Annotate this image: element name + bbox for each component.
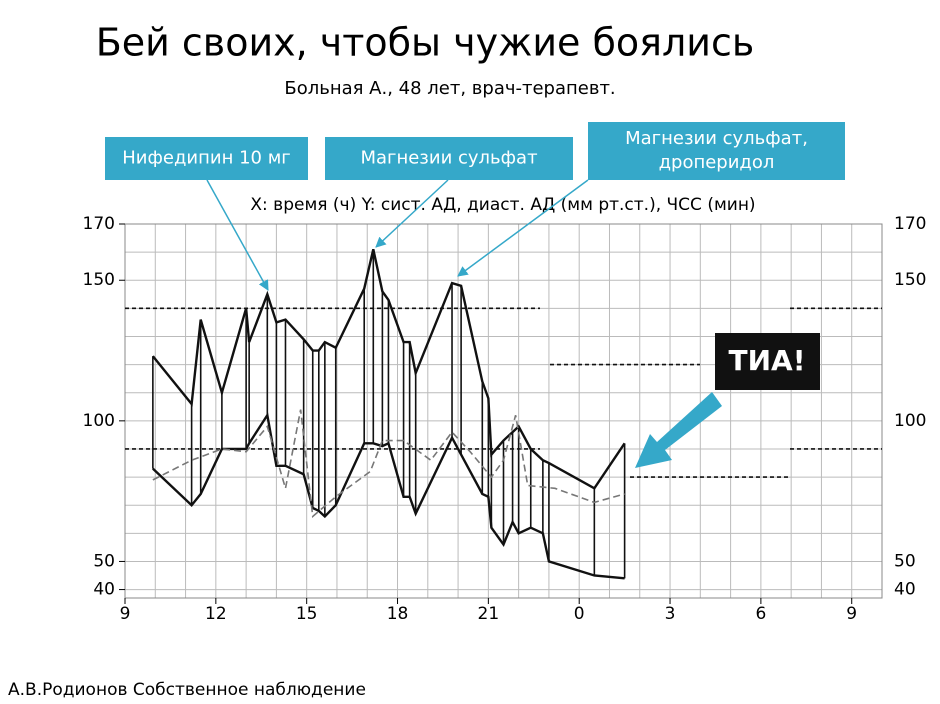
- y2-tick-label: 150: [894, 270, 926, 290]
- x-tick-label: 18: [387, 604, 409, 624]
- callout-box: [105, 137, 308, 180]
- y-tick-label: 150: [83, 270, 115, 290]
- x-tick-label: 0: [574, 604, 585, 624]
- x-tick-label: 6: [755, 604, 766, 624]
- series-line: [152, 409, 625, 519]
- alert-box: [715, 333, 820, 390]
- y2-tick-label: 40: [894, 580, 916, 600]
- x-tick-label: 12: [205, 604, 227, 624]
- y2-tick-label: 170: [894, 214, 926, 234]
- x-tick-label: 9: [120, 604, 131, 624]
- callout-text: Магнезии сульфат,: [625, 128, 808, 149]
- callout-arrow: [206, 179, 269, 291]
- series-line: [151, 249, 626, 490]
- y2-tick-label: 100: [894, 411, 926, 431]
- y-tick-label: 40: [93, 580, 115, 600]
- x-tick-label: 21: [478, 604, 500, 624]
- footer: А.В.Родионов Собственное наблюдение: [8, 680, 366, 700]
- chart-title: Бей своих, чтобы чужие боялись: [96, 21, 755, 65]
- callout-text: Магнезии сульфат: [360, 148, 537, 169]
- callout-arrow: [457, 179, 589, 277]
- alert-arrow: [635, 392, 722, 468]
- plot-frame: [124, 223, 883, 599]
- chart-subtitle: Больная А., 48 лет, врач-терапевт.: [284, 78, 615, 99]
- y2-tick-label: 50: [894, 551, 916, 571]
- y-tick-label: 100: [83, 411, 115, 431]
- series-line: [152, 412, 625, 580]
- axis-caption: X: время (ч) Y: сист. АД, диаст. АД (мм …: [250, 195, 755, 215]
- y-tick-label: 170: [83, 214, 115, 234]
- alert-text: ТИА!: [729, 344, 806, 377]
- callout-text: Нифедипин 10 мг: [122, 148, 290, 169]
- x-tick-label: 15: [296, 604, 318, 624]
- x-tick-label: 3: [665, 604, 676, 624]
- callout-box: [325, 137, 573, 180]
- callout-box: [588, 122, 845, 180]
- callout-arrow: [375, 179, 449, 248]
- callout-text: дроперидол: [659, 152, 775, 173]
- x-tick-label: 9: [846, 604, 857, 624]
- y-tick-label: 50: [93, 551, 115, 571]
